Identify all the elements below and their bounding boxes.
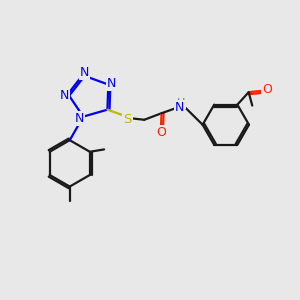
Text: N: N (107, 76, 117, 89)
Text: N: N (60, 89, 69, 102)
Text: S: S (123, 113, 131, 126)
Text: O: O (156, 126, 166, 139)
Text: O: O (262, 83, 272, 96)
Text: N: N (175, 100, 184, 113)
Text: N: N (75, 112, 84, 124)
Text: N: N (80, 66, 89, 79)
Text: H: H (177, 98, 185, 108)
